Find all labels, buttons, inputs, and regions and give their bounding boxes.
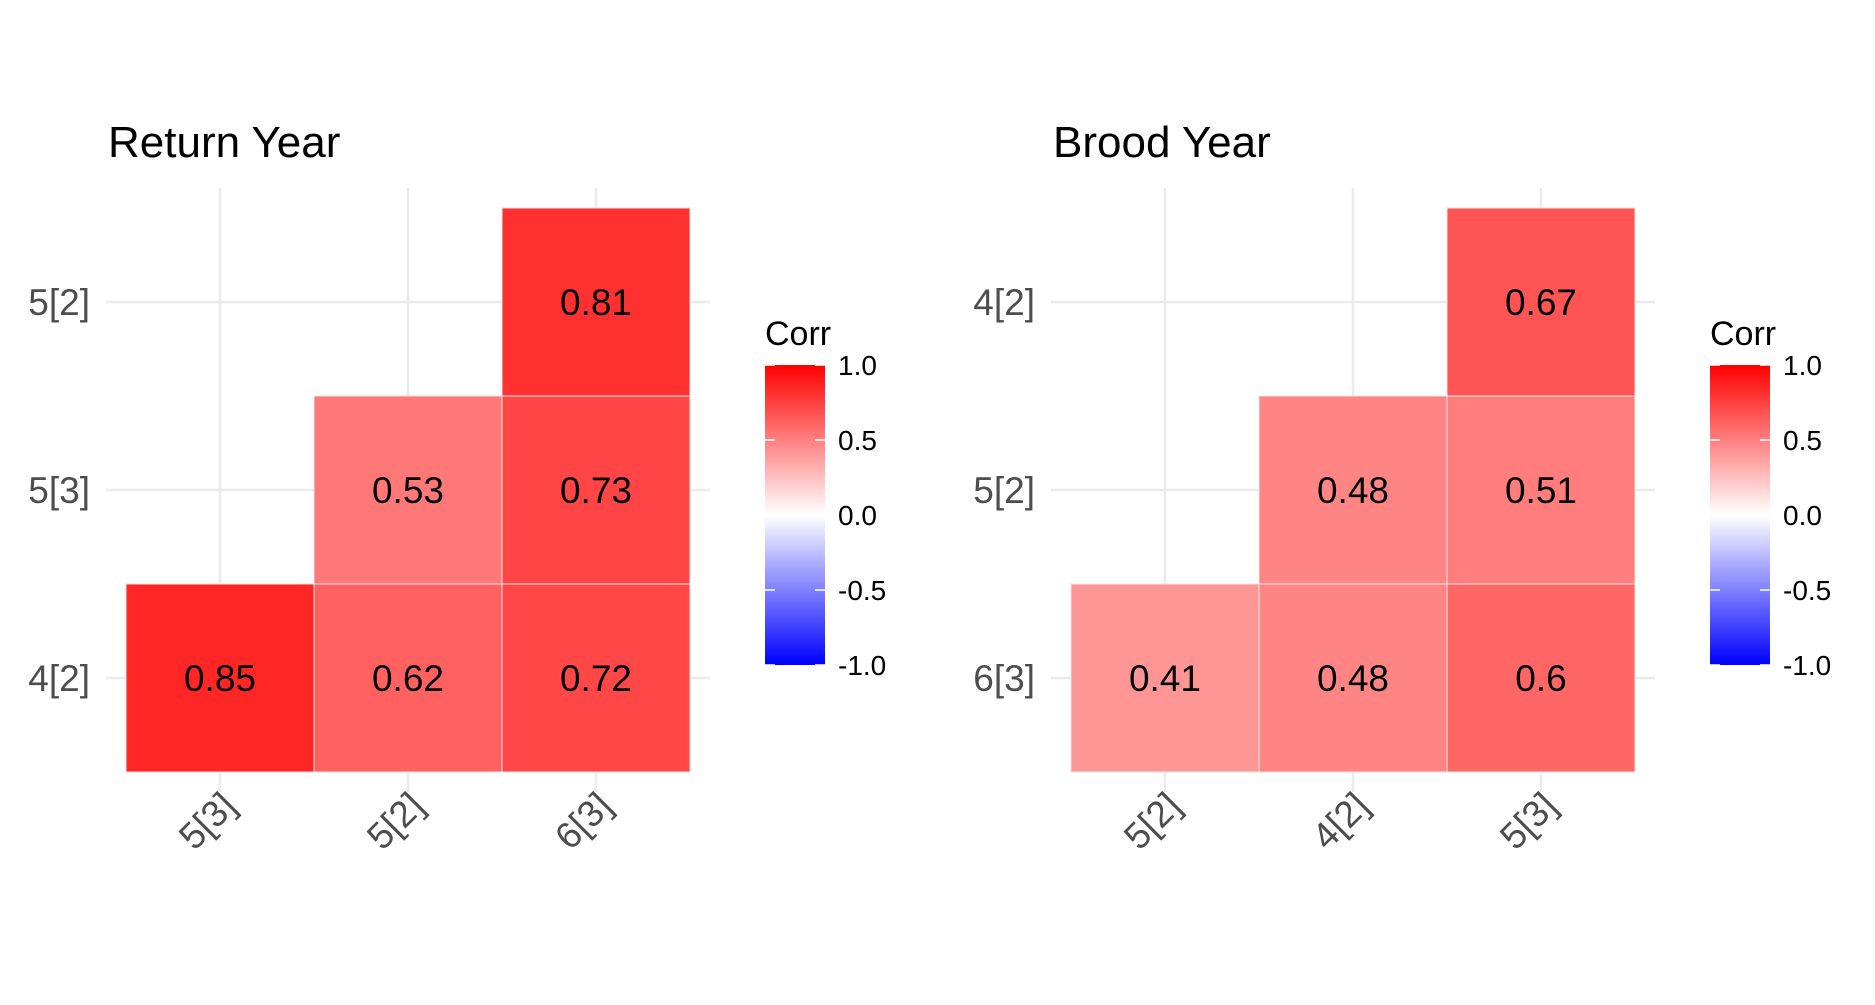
legend-tick-label: 0.0: [1783, 500, 1822, 531]
x-tick-label: 4[2]: [1304, 785, 1377, 858]
heatmap-cell: [1446, 583, 1636, 773]
legend-tick-label: -1.0: [1783, 650, 1831, 681]
legend-tick-label: 0.5: [1783, 425, 1822, 456]
legend-tick-label: -0.5: [838, 575, 886, 606]
x-tick-label: 5[3]: [171, 785, 244, 858]
heatmap-panel-1: Return Year 0.81 0.53 0.73 0.85 0.62 0.72 5[2] 5…: [28, 118, 886, 857]
heatmap-panel-2: Brood Year 0.67 0.48 0.51 0.41 0.48 0.6 4[2] 5[2…: [973, 118, 1831, 857]
legend-tick-label: 0.5: [838, 425, 877, 456]
cell-value-label: 0.81: [560, 282, 632, 323]
cell-value-label: 0.72: [560, 658, 632, 699]
cell-value-label: 0.48: [1317, 470, 1389, 511]
chart-title: Return Year: [108, 118, 340, 167]
heatmap-cell: [1446, 395, 1636, 585]
heatmap-cell: [501, 583, 691, 773]
cell-value-label: 0.41: [1129, 658, 1201, 699]
cell-value-label: 0.73: [560, 470, 632, 511]
legend-tick-label: 1.0: [1783, 350, 1822, 381]
y-tick-label: 5[3]: [28, 470, 90, 511]
x-tick-label: 6[3]: [547, 785, 620, 858]
y-tick-label: 4[2]: [973, 282, 1035, 323]
heatmap-cell: [313, 583, 503, 773]
heatmap-cell: [501, 395, 691, 585]
cell-value-label: 0.51: [1505, 470, 1577, 511]
heatmap-cell: [1258, 583, 1448, 773]
y-tick-label: 5[2]: [973, 470, 1035, 511]
cell-value-label: 0.62: [372, 658, 444, 699]
y-tick-label: 4[2]: [28, 658, 90, 699]
cell-value-label: 0.48: [1317, 658, 1389, 699]
heatmap-cell: [1258, 395, 1448, 585]
heatmap-cell: [1070, 583, 1260, 773]
cell-value-label: 0.85: [184, 658, 256, 699]
cell-value-label: 0.53: [372, 470, 444, 511]
x-tick-label: 5[2]: [359, 785, 432, 858]
legend-title: Corr: [1710, 315, 1776, 353]
legend-tick-label: 0.0: [838, 500, 877, 531]
y-tick-label: 6[3]: [973, 658, 1035, 699]
y-tick-label: 5[2]: [28, 282, 90, 323]
cell-value-label: 0.67: [1505, 282, 1577, 323]
heatmap-cell: [501, 207, 691, 397]
cell-value-label: 0.6: [1515, 658, 1566, 699]
heatmap-cell: [1446, 207, 1636, 397]
chart-title: Brood Year: [1053, 118, 1271, 167]
legend-tick-label: -1.0: [838, 650, 886, 681]
heatmap-cell: [125, 583, 315, 773]
legend-title: Corr: [765, 315, 831, 353]
x-tick-label: 5[3]: [1492, 785, 1565, 858]
legend-tick-label: 1.0: [838, 350, 877, 381]
x-tick-label: 5[2]: [1116, 785, 1189, 858]
legend-tick-label: -0.5: [1783, 575, 1831, 606]
